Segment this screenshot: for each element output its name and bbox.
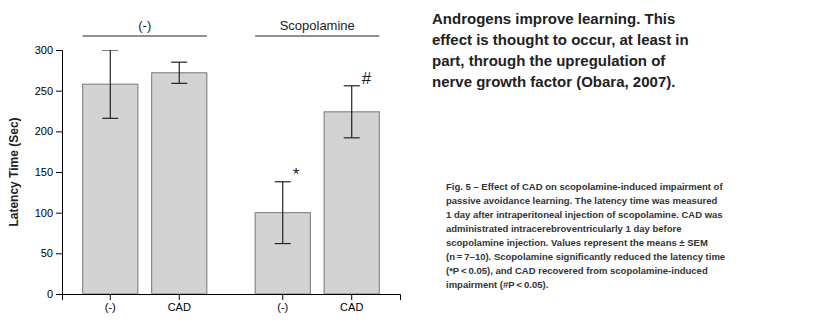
error-bar bbox=[344, 86, 360, 138]
tick-mark bbox=[56, 91, 62, 92]
tick-label: 250 bbox=[35, 85, 53, 97]
title: nerve growth factor (Obara, 2007). bbox=[432, 73, 675, 90]
tick: 300 bbox=[35, 44, 62, 56]
caption: 1 day after intraperitoneal injection of… bbox=[446, 209, 723, 220]
caption: Fig. 5 – Effect of CAD on scopolamine-in… bbox=[446, 181, 723, 192]
tick: 150 bbox=[35, 166, 62, 178]
error-bar-cap bbox=[102, 50, 118, 51]
text-panel: Androgens improve learning. This effect i… bbox=[432, 10, 725, 290]
caption: administrated intracerebroventricularly … bbox=[446, 223, 681, 234]
error-bar-cap bbox=[275, 181, 291, 182]
group-bracket bbox=[83, 35, 207, 36]
tick: (-) bbox=[277, 294, 288, 313]
tick-label: CAD bbox=[340, 301, 363, 313]
caption: (*P < 0.05), and CAD recovered from scop… bbox=[446, 265, 708, 276]
group-label: (-) bbox=[138, 18, 151, 33]
tick: 250 bbox=[35, 85, 62, 97]
axis-line bbox=[56, 51, 63, 295]
group-bracket bbox=[255, 35, 379, 36]
tick-label: 100 bbox=[35, 207, 53, 219]
caption: impairment (#P < 0.05). bbox=[446, 279, 548, 290]
error-bar-cap bbox=[102, 118, 118, 119]
error-bar-stem bbox=[179, 62, 180, 83]
error-bar bbox=[102, 50, 118, 118]
error-bar-stem bbox=[282, 182, 283, 244]
marks bbox=[83, 50, 380, 294]
tick-mark bbox=[351, 294, 352, 300]
error-bar-cap bbox=[275, 243, 291, 244]
annotation: # bbox=[362, 69, 372, 88]
tick-mark bbox=[56, 294, 62, 295]
group-label: Scopolamine bbox=[280, 18, 355, 33]
caption: passive avoidance learning. The latency … bbox=[446, 195, 718, 206]
tick-mark bbox=[179, 294, 180, 300]
tick-label: 150 bbox=[35, 166, 53, 178]
error-bar bbox=[275, 182, 291, 244]
tick-label: 200 bbox=[35, 125, 53, 137]
error-bar-cap bbox=[171, 62, 187, 63]
caption: (n = 7–10). Scopolamine significantly re… bbox=[446, 251, 725, 262]
tick-label: (-) bbox=[277, 301, 288, 313]
bar bbox=[152, 73, 207, 294]
tick-mark bbox=[56, 213, 62, 214]
tick: CAD bbox=[340, 294, 363, 313]
tick-label: (-) bbox=[105, 301, 116, 313]
y-axis: 0 50 100 150 200 250 300 bbox=[35, 44, 63, 300]
title: Androgens improve learning. This bbox=[432, 10, 675, 27]
error-bar-stem bbox=[110, 50, 111, 118]
tick: 100 bbox=[35, 207, 62, 219]
tick-mark bbox=[56, 50, 62, 51]
plot: 050100150200250300(-)CAD(-)CAD*#(-)Scopo… bbox=[35, 18, 401, 313]
tick: 200 bbox=[35, 125, 62, 137]
axis-title: Latency Time (Sec) bbox=[7, 117, 21, 226]
annotations: *# bbox=[293, 69, 372, 184]
error-bar-cap bbox=[344, 85, 360, 86]
title: effect is thought to occur, at least in bbox=[432, 31, 689, 48]
tick-label: CAD bbox=[168, 301, 191, 313]
chart: 050100150200250300(-)CAD(-)CAD*#(-)Scopo… bbox=[0, 0, 836, 324]
annotation: * bbox=[293, 165, 300, 184]
tick: 0 bbox=[47, 288, 62, 300]
tick: CAD bbox=[168, 294, 191, 313]
error-bar-stem bbox=[351, 86, 352, 138]
tick-label: 50 bbox=[41, 247, 53, 259]
tick: (-) bbox=[105, 294, 116, 313]
error-bar-cap bbox=[171, 83, 187, 84]
group-brackets: (-) Scopolamine bbox=[83, 18, 380, 36]
tick: 50 bbox=[41, 247, 62, 259]
x-axis: (-) CAD (-) CAD bbox=[63, 294, 401, 313]
tick-mark bbox=[110, 294, 111, 300]
bar bbox=[324, 112, 379, 294]
tick-label: 0 bbox=[47, 288, 53, 300]
tick-label: 300 bbox=[35, 44, 53, 56]
tick-mark bbox=[56, 253, 62, 254]
caption: scopolamine injection. Values represent … bbox=[446, 237, 708, 248]
error-bar bbox=[171, 62, 187, 83]
tick-mark bbox=[56, 131, 62, 132]
error-bar-cap bbox=[344, 137, 360, 138]
tick-mark bbox=[56, 172, 62, 173]
axis-line bbox=[63, 295, 401, 301]
tick-mark bbox=[282, 294, 283, 300]
title: part, through the upregulation of bbox=[432, 52, 666, 69]
